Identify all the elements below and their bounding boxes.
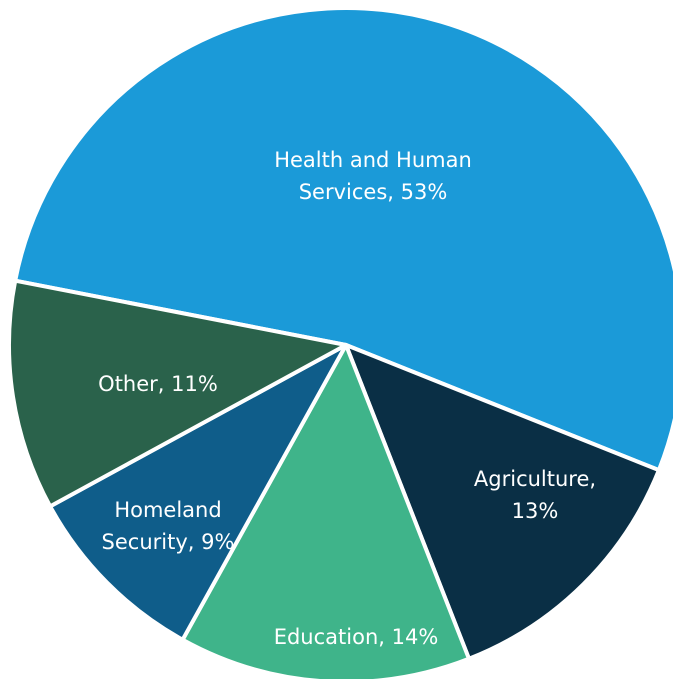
pie-slice-homeland-security <box>48 343 348 642</box>
slice-label-line: Other, 11% <box>98 372 218 396</box>
slice-label-line: Health and Human <box>274 148 472 172</box>
slice-label-line: Agriculture, <box>474 467 596 491</box>
slice-label-line: 13% <box>512 499 559 523</box>
slice-label-line: Homeland <box>114 498 221 522</box>
slice-label-line: Education, 14% <box>274 625 439 649</box>
pie-slice-health-and-human-services <box>13 6 673 473</box>
pie-slice-other <box>7 278 348 509</box>
pie-slice-agriculture <box>344 343 661 661</box>
slice-label-homeland-security: Homeland Security, 9% <box>102 498 235 554</box>
pie-slice-education <box>180 343 471 679</box>
slice-label-other: Other, 11% <box>98 372 218 396</box>
slice-label-education: Education, 14% <box>274 625 439 649</box>
slice-label-agriculture: Agriculture, 13% <box>474 467 596 523</box>
slice-label-health-and-human-services: Health and Human Services, 53% <box>274 148 472 204</box>
slice-label-line: Services, 53% <box>299 180 448 204</box>
slice-label-line: Security, 9% <box>102 530 235 554</box>
